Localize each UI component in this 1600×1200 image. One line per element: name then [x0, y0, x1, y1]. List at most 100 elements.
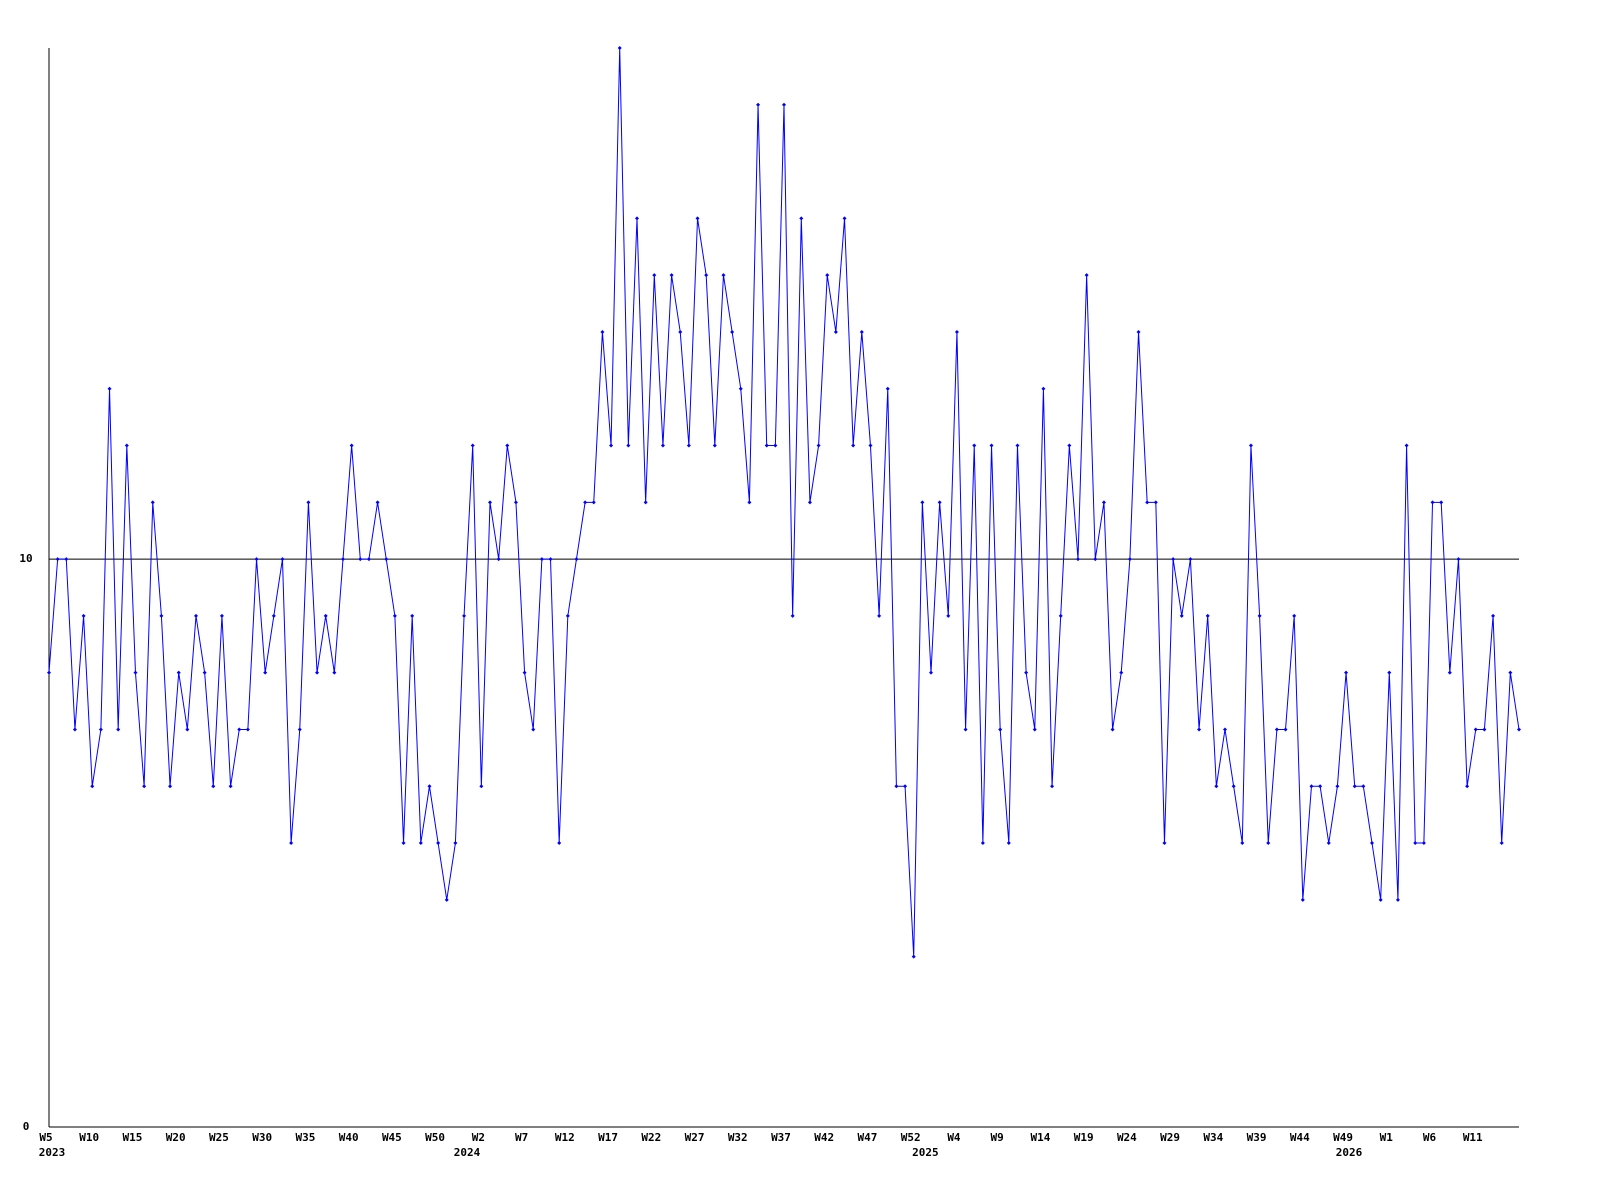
data-point [790, 613, 795, 618]
x-tick-label: W4 [947, 1131, 961, 1144]
data-point [972, 443, 977, 448]
data-point [1248, 443, 1253, 448]
data-point [470, 443, 475, 448]
data-point [98, 727, 103, 732]
data-point [686, 443, 691, 448]
data-point [1067, 443, 1072, 448]
x-tick-label: W17 [598, 1131, 618, 1144]
x-tick-label: W45 [382, 1131, 402, 1144]
x-tick-label: W44 [1290, 1131, 1310, 1144]
data-point [1508, 670, 1513, 675]
data-point [1266, 841, 1271, 846]
data-point [245, 727, 250, 732]
data-point [1214, 784, 1219, 789]
data-point [1395, 897, 1400, 902]
x-tick-label: W47 [858, 1131, 878, 1144]
data-point [185, 727, 190, 732]
data-point [643, 500, 648, 505]
data-point [1318, 784, 1323, 789]
data-point [1076, 557, 1080, 562]
data-point [989, 443, 994, 448]
x-tick-label: W40 [339, 1131, 359, 1144]
data-point [55, 557, 60, 562]
data-point [747, 500, 752, 505]
data-point [1326, 841, 1331, 846]
data-point [159, 613, 164, 618]
data-point [453, 841, 458, 846]
x-tick-label: W35 [295, 1131, 315, 1144]
data-point [807, 500, 812, 505]
data-point [868, 443, 873, 448]
data-point [583, 500, 588, 505]
x-tick-label: W1 [1380, 1131, 1394, 1144]
x-tick-label: W50 [425, 1131, 445, 1144]
data-point [1171, 557, 1176, 562]
data-point [539, 557, 544, 562]
data-point [315, 670, 320, 675]
x-tick-label: W32 [728, 1131, 748, 1144]
x-tick-label: W42 [814, 1131, 834, 1144]
data-point [920, 500, 925, 505]
data-point [1300, 897, 1305, 902]
data-point [678, 329, 683, 334]
x-year-label: 2024 [454, 1146, 481, 1159]
data-point [237, 727, 242, 732]
data-point [1015, 443, 1020, 448]
data-point [341, 557, 345, 562]
data-point [1006, 841, 1011, 846]
x-tick-label: W14 [1030, 1131, 1050, 1144]
data-point [1404, 443, 1409, 448]
data-point [1145, 500, 1150, 505]
x-tick-label: W27 [685, 1131, 705, 1144]
data-point [280, 557, 285, 562]
data-point [332, 670, 337, 675]
data-point [1188, 557, 1193, 562]
data-point [1205, 613, 1210, 618]
data-point [877, 613, 882, 618]
data-point [833, 329, 838, 334]
data-point [124, 443, 129, 448]
data-point [1179, 613, 1184, 618]
data-point [522, 670, 527, 675]
data-point [194, 613, 198, 618]
x-tick-label: W2 [472, 1131, 485, 1144]
data-point [548, 557, 553, 562]
data-point [488, 500, 492, 505]
data-point [202, 670, 207, 675]
data-point [1499, 841, 1504, 846]
data-point [133, 670, 138, 675]
data-point [323, 613, 328, 618]
data-point [64, 557, 69, 562]
data-point [565, 613, 570, 618]
data-point [513, 500, 518, 505]
data-point [937, 500, 942, 505]
x-tick-label: W52 [901, 1131, 921, 1144]
data-point [418, 841, 423, 846]
data-point [289, 841, 294, 846]
data-point [652, 273, 657, 278]
data-point [1482, 727, 1487, 732]
data-point [842, 216, 847, 221]
x-tick-label: W12 [555, 1131, 575, 1144]
data-point [1110, 727, 1115, 732]
x-tick-label: W15 [123, 1131, 143, 1144]
data-point [496, 557, 501, 562]
x-tick-label: W6 [1423, 1131, 1437, 1144]
data-point [1153, 500, 1158, 505]
data-point [1421, 841, 1426, 846]
data-point [375, 500, 380, 505]
data-point [1465, 784, 1470, 789]
data-point [929, 670, 933, 675]
data-point [1058, 613, 1063, 618]
x-tick-label: W7 [515, 1131, 528, 1144]
data-point [704, 273, 709, 278]
data-point [1231, 784, 1236, 789]
data-point [574, 557, 579, 562]
data-point [1240, 841, 1245, 846]
x-tick-label: W10 [79, 1131, 99, 1144]
data-point [816, 443, 821, 448]
data-point [1050, 784, 1055, 789]
data-point [609, 443, 614, 448]
data-point [799, 216, 804, 221]
